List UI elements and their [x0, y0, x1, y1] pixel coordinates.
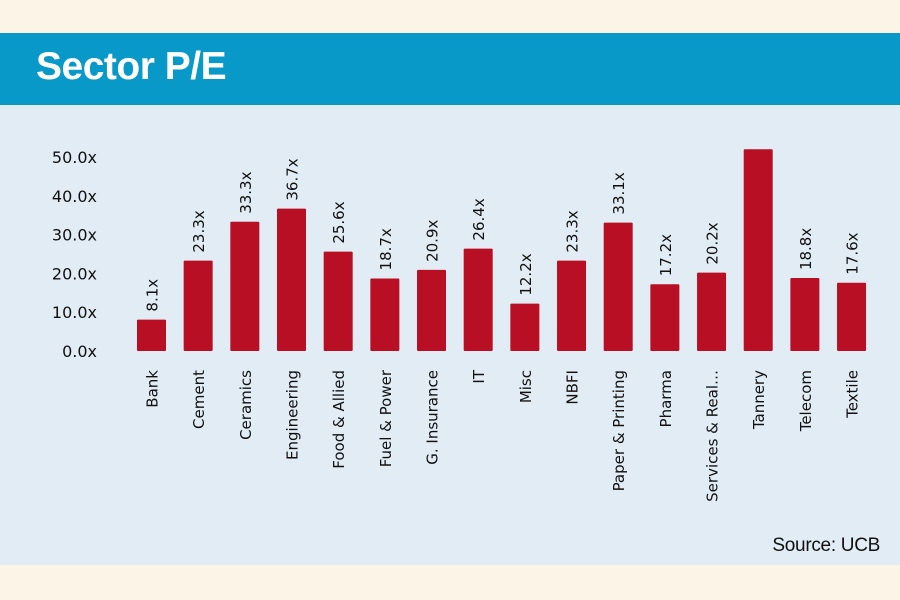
- chart-title: Sector P/E: [36, 45, 227, 88]
- data-label: 26.4x: [470, 198, 488, 240]
- x-tick-label: Textile: [844, 370, 862, 419]
- data-label: 18.7x: [377, 228, 395, 270]
- y-tick-label: 50.0x: [52, 148, 97, 167]
- y-tick-label: 20.0x: [52, 264, 97, 283]
- bar: [463, 248, 493, 351]
- bar: [650, 284, 680, 351]
- x-tick-label: Misc: [517, 370, 535, 403]
- bar: [697, 272, 727, 351]
- bar: [137, 319, 166, 351]
- bar: [370, 278, 400, 351]
- x-tick-label: IT: [470, 369, 488, 383]
- data-label: 12.2x: [517, 253, 535, 295]
- bar: [557, 260, 587, 351]
- title-banner: Sector P/E: [0, 33, 900, 105]
- bar: [603, 222, 633, 351]
- bar: [417, 269, 447, 351]
- y-tick-label: 30.0x: [52, 226, 97, 245]
- data-label: 8.1x: [144, 279, 162, 312]
- bar: [837, 282, 867, 351]
- x-tick-label: Cement: [190, 370, 208, 429]
- x-tick-label: G. Insurance: [424, 370, 442, 465]
- x-tick-label: Paper & Printing: [610, 370, 628, 491]
- bar: [183, 260, 213, 351]
- source-note: Source: UCB: [772, 535, 880, 556]
- data-label: 17.2x: [657, 234, 675, 276]
- data-label: 23.3x: [190, 210, 208, 252]
- x-tick-label: Services & Real…: [704, 370, 722, 502]
- x-tick-label: Bank: [144, 370, 162, 408]
- x-tick-label: Pharma: [657, 370, 675, 427]
- x-tick-label: Fuel & Power: [377, 369, 395, 467]
- bar: [230, 221, 260, 351]
- data-label: 33.3x: [237, 171, 255, 213]
- bar: [323, 251, 353, 351]
- data-label: 20.9x: [424, 220, 442, 262]
- bar: [510, 303, 540, 351]
- data-label: 25.6x: [330, 201, 348, 243]
- x-tick-label: Engineering: [284, 370, 302, 460]
- data-label: 33.1x: [610, 172, 628, 214]
- x-tick-label: Ceramics: [237, 370, 255, 440]
- x-tick-label: Tannery: [750, 370, 768, 430]
- data-label: 36.7x: [284, 158, 302, 200]
- y-tick-label: 0.0x: [62, 342, 97, 361]
- x-tick-label: Telecom: [797, 370, 815, 432]
- y-tick-label: 40.0x: [52, 187, 97, 206]
- data-label: 18.8x: [797, 228, 815, 270]
- data-label: 23.3x: [564, 210, 582, 252]
- x-tick-label: NBFI: [564, 370, 582, 405]
- bar: [743, 149, 773, 351]
- bar: [790, 278, 820, 351]
- data-label: 20.2x: [704, 222, 722, 264]
- data-label: 17.6x: [844, 232, 862, 274]
- x-tick-label: Food & Allied: [330, 370, 348, 469]
- y-tick-label: 10.0x: [52, 303, 97, 322]
- bar: [277, 208, 307, 351]
